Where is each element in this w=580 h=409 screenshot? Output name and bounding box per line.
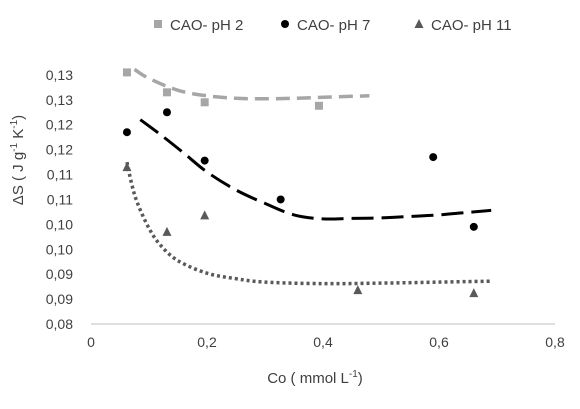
y-tick-label: 0,10 xyxy=(46,241,73,257)
trendline xyxy=(139,118,492,221)
data-point xyxy=(200,98,209,107)
y-tick-label: 0,11 xyxy=(47,167,73,183)
data-point xyxy=(162,108,171,117)
y-tick-label: 0,13 xyxy=(46,67,73,83)
data-point xyxy=(122,128,131,137)
x-tick-label: 0,2 xyxy=(197,334,217,350)
data-point xyxy=(162,226,172,236)
y-tick-label: 0,08 xyxy=(46,316,73,332)
data-point xyxy=(122,162,132,172)
data-point xyxy=(429,153,438,162)
y-tick-label: 0,10 xyxy=(46,216,73,232)
trendline xyxy=(125,161,492,286)
legend-marker xyxy=(281,20,289,28)
data-point xyxy=(200,210,210,220)
y-tick-label: 0,11 xyxy=(47,191,73,207)
y-axis-title: ΔS ( J g-1 K-1) xyxy=(9,115,27,205)
y-tick-label: 0,09 xyxy=(46,291,73,307)
data-point xyxy=(162,88,171,97)
data-point xyxy=(276,195,285,204)
legend-label: CAO- pH 7 xyxy=(297,17,370,34)
x-tick-label: 0 xyxy=(87,334,95,350)
data-point xyxy=(314,101,323,110)
trendlines xyxy=(125,67,492,286)
y-tick-label: 0,13 xyxy=(46,92,73,108)
x-tick-label: 0,6 xyxy=(429,334,449,350)
y-tick-label: 0,12 xyxy=(46,142,73,158)
legend-marker xyxy=(154,20,162,28)
y-tick-label: 0,09 xyxy=(46,266,73,282)
legend-marker xyxy=(414,19,424,28)
data-point xyxy=(122,68,131,77)
legend-label: CAO- pH 2 xyxy=(170,17,243,34)
y-tick-label: 0,12 xyxy=(46,117,73,133)
legend-label: CAO- pH 11 xyxy=(431,17,512,34)
legend: CAO- pH 2 CAO- pH 7 CAO- pH 11 xyxy=(154,17,512,34)
axes: 0,08 0,09 0,09 0,10 0,10 0,11 0,11 0,12 0,12 0,13… xyxy=(46,67,565,350)
x-tick-label: 0,8 xyxy=(545,334,565,350)
x-tick-label: 0,4 xyxy=(313,334,333,350)
trendline xyxy=(133,67,370,101)
x-axis-title: Co ( mmol L-1) xyxy=(267,369,363,387)
data-point xyxy=(200,156,209,165)
data-point xyxy=(353,285,363,295)
data-point xyxy=(469,222,478,231)
data-points xyxy=(122,68,479,298)
data-point xyxy=(469,288,479,298)
